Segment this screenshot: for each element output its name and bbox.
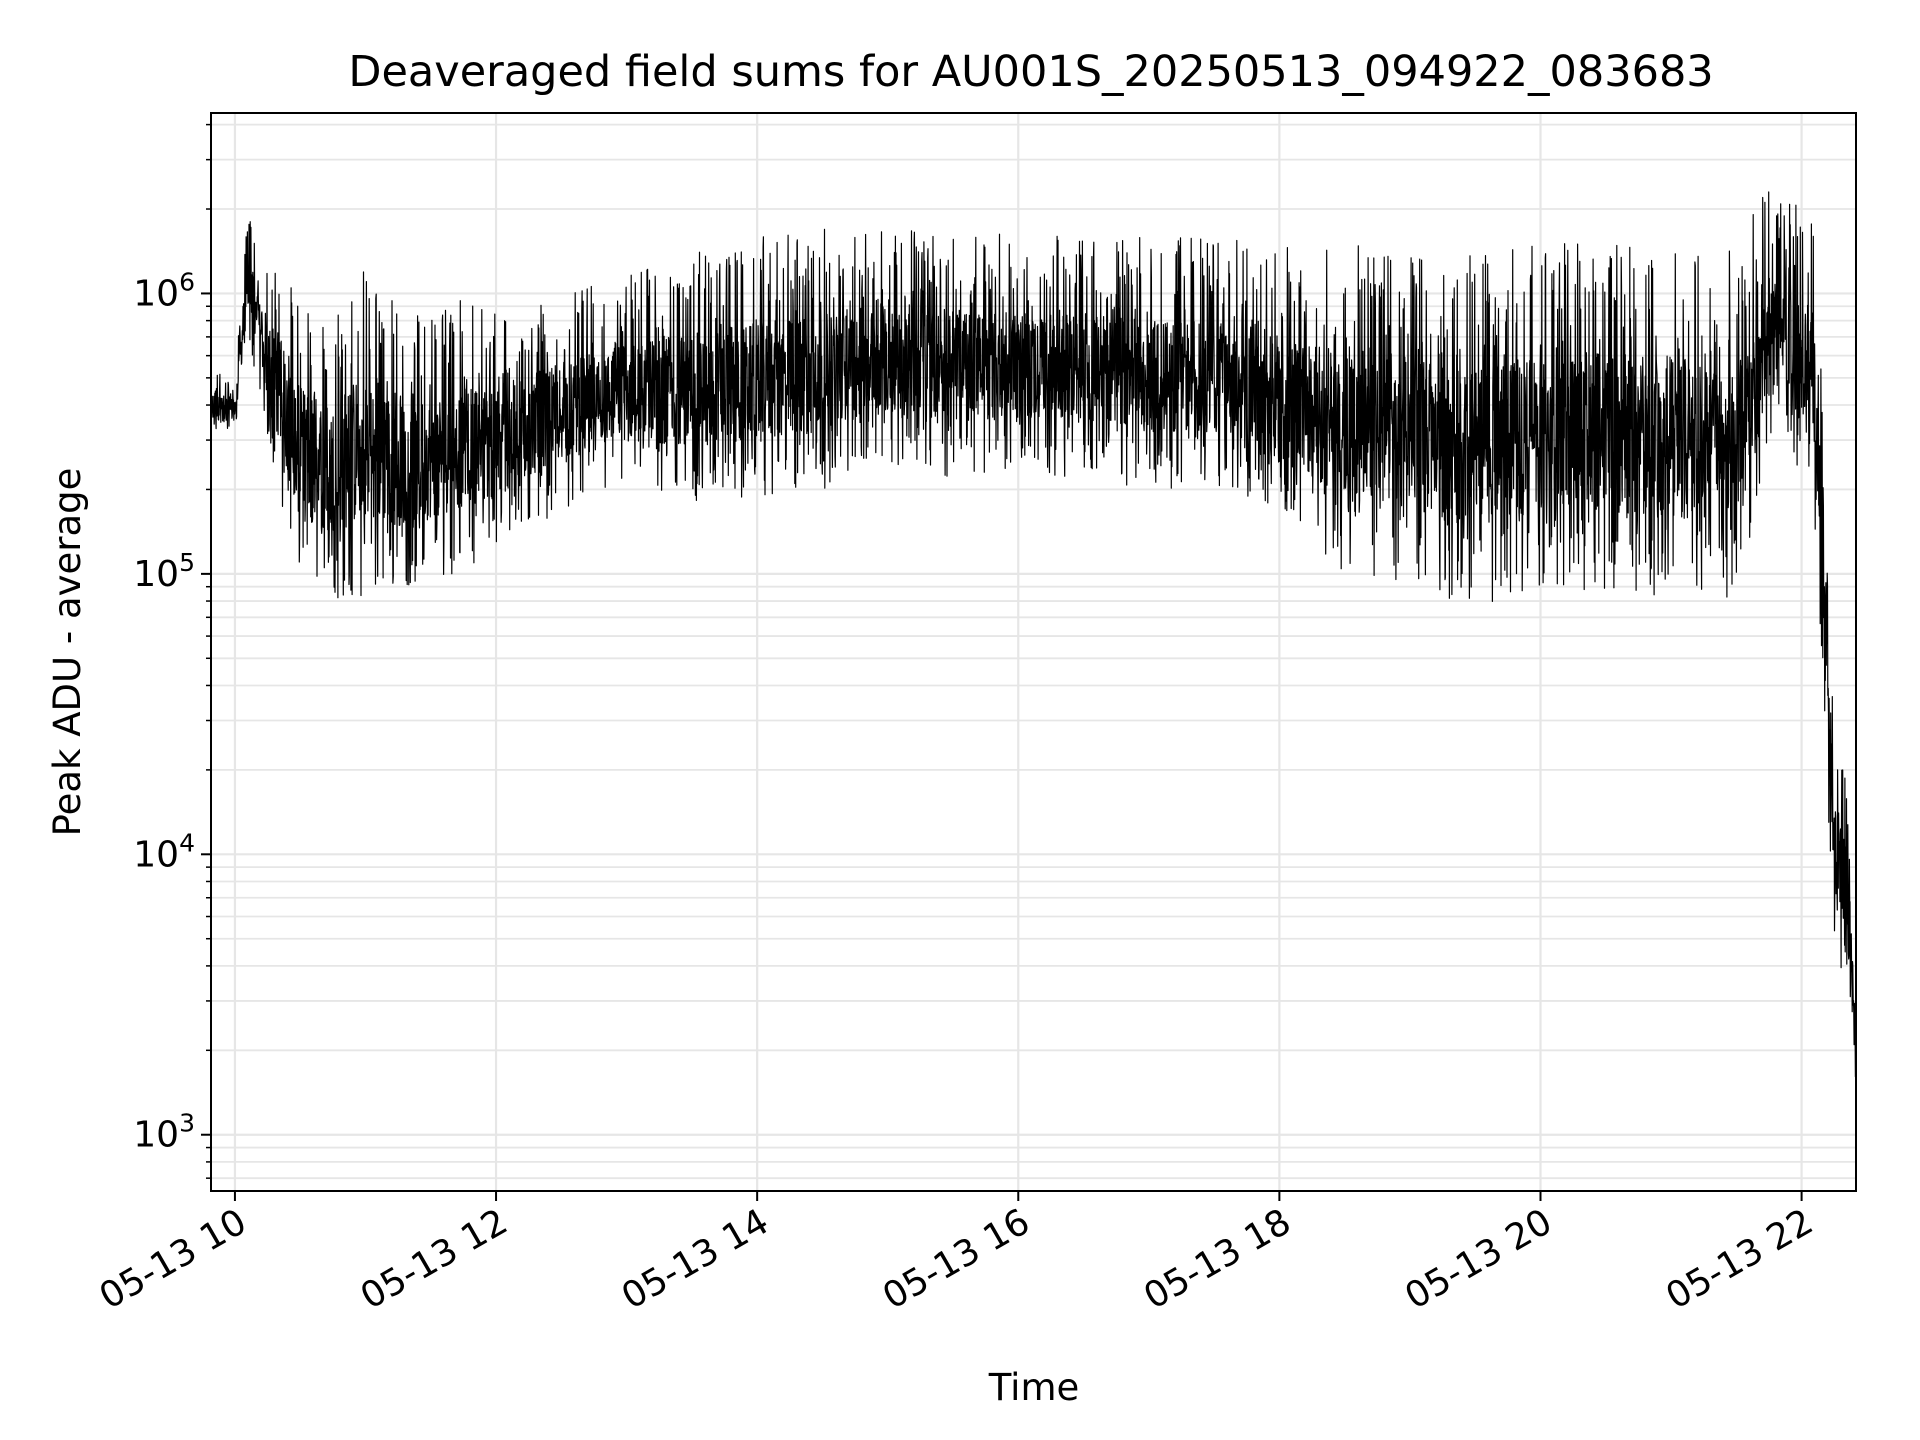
y-tick-label: 105	[133, 548, 195, 595]
chart-title: Deaveraged field sums for AU001S_2025051…	[348, 47, 1713, 97]
series-line	[210, 191, 1857, 1078]
series-layer	[210, 191, 1857, 1078]
y-axis-label: Peak ADU - average	[46, 468, 89, 837]
grid	[211, 113, 1856, 1191]
x-axis-label: Time	[988, 1366, 1080, 1409]
y-tick-label: 104	[133, 828, 195, 875]
plot-frame	[210, 112, 1857, 1192]
y-tick-label: 106	[133, 267, 195, 314]
